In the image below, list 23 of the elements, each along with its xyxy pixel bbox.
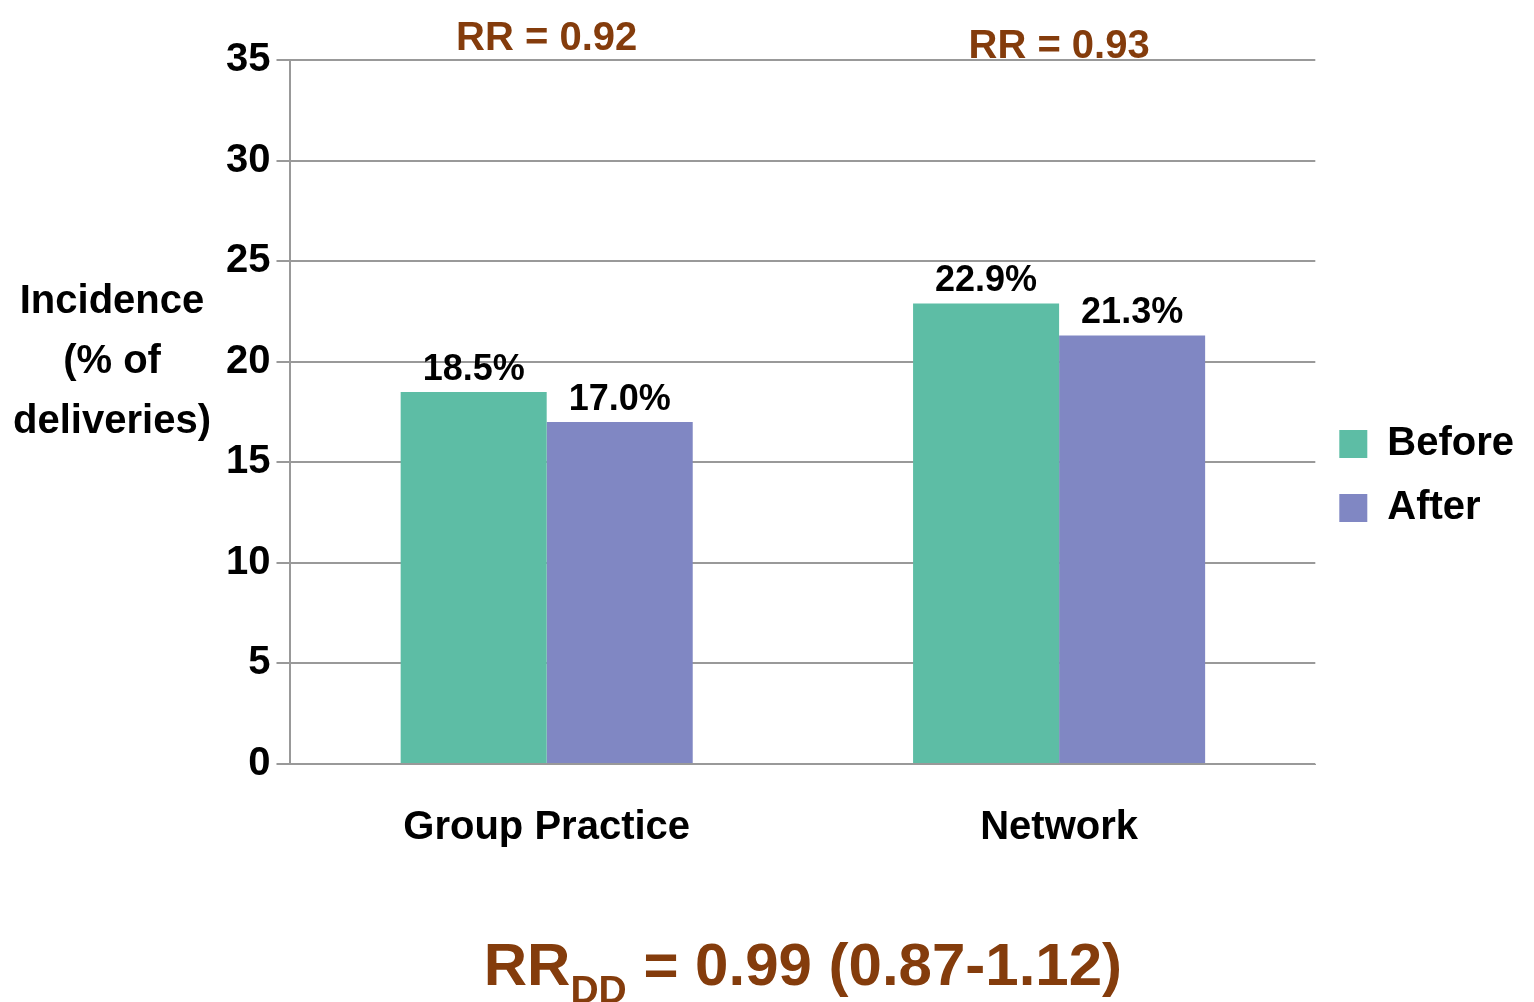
bar [546, 422, 693, 763]
y-tick-label: 10 [225, 537, 271, 582]
y-tick-label: 25 [225, 236, 271, 281]
y-tick-label: 35 [225, 35, 271, 80]
x-tick-label: Group Practice [403, 803, 691, 848]
bar [913, 303, 1060, 763]
bar [1059, 335, 1206, 763]
annotation: RR = 0.93 [968, 22, 1150, 66]
bar [400, 391, 547, 763]
data-label: 18.5% [422, 346, 525, 388]
y-tick-label: 15 [225, 437, 271, 482]
y-tick-label: 30 [225, 135, 271, 180]
data-label: 17.0% [568, 376, 671, 418]
legend-label: Before [1387, 419, 1514, 464]
data-label: 22.9% [935, 258, 1038, 300]
data-label: 21.3% [1081, 290, 1184, 332]
y-tick-label: 20 [225, 336, 271, 381]
y-tick-label: 5 [248, 638, 271, 683]
text: RR = 0.92 [456, 14, 638, 58]
x-tick-label: Network [980, 803, 1139, 848]
y-tick-label: 0 [248, 739, 271, 784]
legend-label: After [1387, 483, 1481, 528]
y-axis-title: Incidence (% of deliveries) [13, 277, 211, 442]
